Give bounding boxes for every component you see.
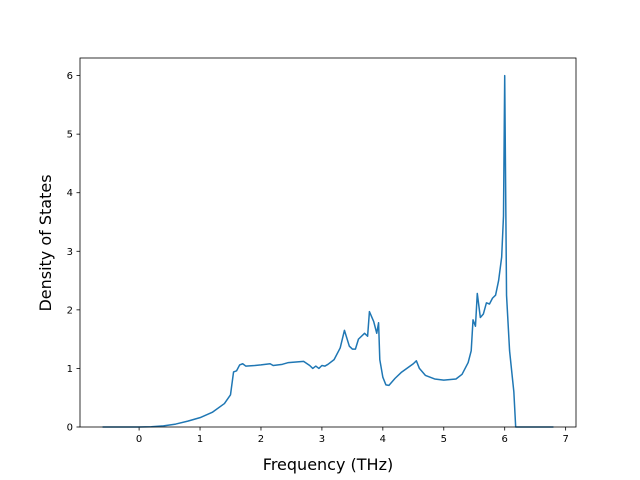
y-tick-label: 3 [67, 247, 73, 258]
x-tick-label: 2 [258, 434, 264, 445]
x-tick-label: 6 [502, 434, 508, 445]
y-tick-label: 1 [67, 364, 73, 375]
x-tick-label: 4 [380, 434, 386, 445]
y-tick-label: 0 [67, 423, 73, 434]
y-tick-label: 2 [67, 305, 73, 316]
x-tick-label: 3 [319, 434, 325, 445]
x-tick-label: 7 [562, 434, 568, 445]
y-tick-label: 5 [67, 130, 73, 141]
line [102, 74, 554, 428]
y-axis-label: Density of States [36, 174, 55, 311]
x-tick-label: 1 [197, 434, 203, 445]
y-tick-label: 6 [67, 71, 73, 82]
y-tick-label: 4 [67, 188, 73, 199]
x-axis-label: Frequency (THz) [263, 455, 393, 474]
x-tick-label: 5 [441, 434, 447, 445]
x-tick-label: 0 [136, 434, 142, 445]
axes-frame [79, 57, 577, 428]
